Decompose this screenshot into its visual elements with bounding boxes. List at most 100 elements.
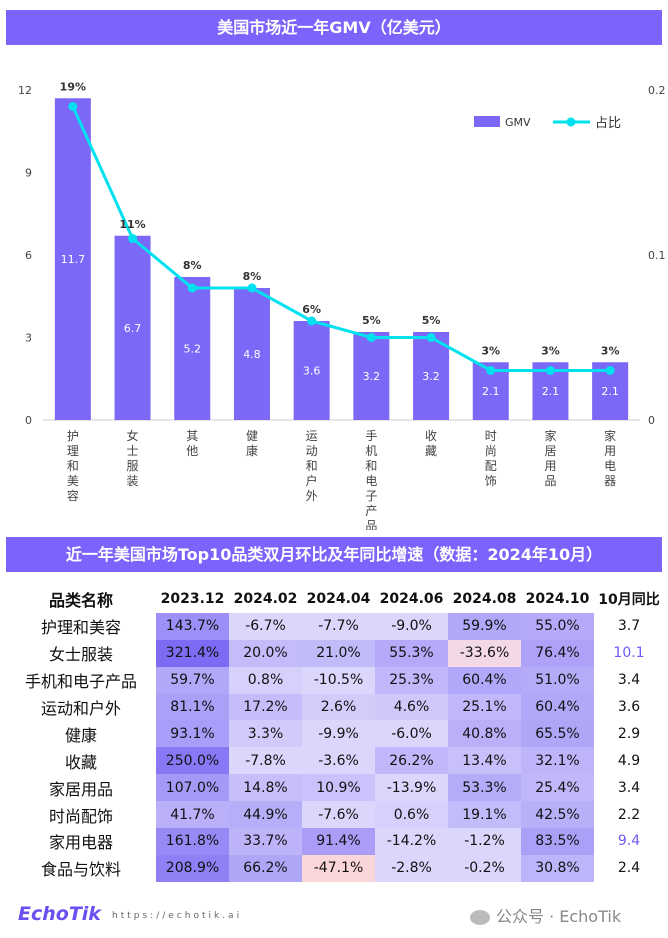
category-label-char: 品 (365, 519, 377, 530)
bar (54, 98, 91, 420)
growth-cell: 143.7% (156, 612, 229, 640)
table-row: 运动和户外 81.1% 17.2% 2.6% 4.6% 25.1% 60.4% 3.6 (6, 693, 664, 721)
category-label-char: 户 (306, 473, 318, 488)
yoy-cell: 9.4 (617, 833, 641, 850)
growth-cell: 10.9% (302, 774, 375, 802)
category-label-char: 手 (365, 429, 377, 443)
share-point (247, 283, 257, 293)
growth-cell: 30.8% (521, 854, 594, 882)
growth-cell: -3.6% (302, 747, 375, 775)
category-label-char: 和 (67, 459, 79, 473)
yoy-cell: 3.7 (617, 618, 641, 635)
echotik-logo: EchoTik (18, 903, 101, 925)
share-point (187, 283, 197, 293)
yoy-cell: 2.9 (617, 725, 641, 742)
table-row: 家居用品 107.0% 14.8% 10.9% -13.9% 53.3% 25.4% 3.4 (6, 774, 664, 802)
category-label-char: 子 (365, 489, 377, 503)
bar-value-label: 2.1 (482, 385, 500, 398)
share-label: 5% (422, 314, 441, 327)
category-name: 家居用品 (48, 779, 113, 799)
growth-cell: 250.0% (156, 747, 229, 775)
y-left-tick: 12 (18, 84, 32, 97)
category-name: 护理和美容 (40, 618, 121, 638)
category-label-char: 产 (365, 504, 377, 518)
growth-cell: 66.2% (229, 854, 302, 882)
bar-value-label: 3.2 (422, 370, 440, 383)
yoy-cell: 3.4 (617, 779, 641, 796)
bar-value-label: 4.8 (243, 348, 261, 361)
share-point (307, 316, 317, 326)
growth-cell: 25.4% (521, 774, 594, 802)
category-label-char: 美 (67, 474, 79, 488)
share-point (426, 333, 436, 342)
growth-cell: 65.5% (521, 720, 594, 748)
legend-gmv-swatch (474, 116, 500, 127)
share-label: 3% (541, 344, 560, 357)
growth-cell: 19.1% (448, 801, 521, 829)
growth-cell: 76.4% (521, 639, 594, 667)
bar (353, 332, 390, 420)
category-label-char: 服 (127, 459, 139, 473)
growth-cell: 40.8% (448, 720, 521, 748)
column-header: 2024.10 (525, 591, 590, 608)
bar-value-label: 6.7 (124, 322, 142, 335)
growth-cell: 81.1% (156, 693, 229, 721)
bar (233, 288, 270, 420)
growth-cell: 93.1% (156, 720, 229, 748)
y-left-tick: 9 (25, 167, 32, 180)
growth-cell: -0.2% (448, 854, 521, 882)
growth-cell: 42.5% (521, 801, 594, 829)
category-label-char: 和 (306, 459, 318, 473)
growth-cell: 208.9% (156, 854, 229, 882)
growth-cell: 55.3% (375, 639, 448, 667)
share-line (71, 105, 611, 372)
category-name: 健康 (64, 725, 97, 745)
category-label-char: 饰 (485, 474, 497, 488)
y-left-tick: 6 (25, 249, 32, 262)
category-label-char: 家 (604, 428, 616, 443)
bar-value-label: 11.7 (61, 253, 86, 266)
category-label-char: 运 (306, 429, 318, 443)
category-name: 女士服装 (48, 645, 113, 665)
column-header: 2023.12 (160, 591, 225, 608)
column-header: 2024.04 (306, 591, 371, 608)
growth-cell: 4.6% (375, 693, 448, 721)
category-name: 时尚配饰 (48, 806, 113, 826)
y-right-tick: 0.1 (648, 249, 666, 262)
category-label-char: 器 (604, 474, 616, 488)
growth-cell: 17.2% (229, 693, 302, 721)
share-point (605, 366, 615, 375)
growth-cell: 25.3% (375, 666, 448, 694)
growth-cell: -10.5% (302, 666, 375, 694)
category-label-char: 藏 (425, 444, 437, 458)
category-label-char: 健 (246, 429, 258, 443)
growth-cell: 107.0% (156, 774, 229, 802)
category-label-char: 和 (365, 459, 377, 473)
category-name: 运动和户外 (40, 699, 121, 718)
category-label-char: 其 (186, 429, 198, 443)
category-label-char: 电 (365, 474, 377, 488)
share-point (545, 366, 555, 375)
yoy-cell: 3.4 (617, 672, 641, 689)
growth-cell: 25.1% (448, 693, 521, 721)
growth-cell: 13.4% (448, 747, 521, 775)
growth-cell: 0.8% (229, 666, 302, 694)
growth-cell: 55.0% (521, 612, 594, 640)
growth-cell: 14.8% (229, 774, 302, 802)
growth-cell: -33.6% (448, 639, 521, 667)
footer-url: https://echotik.ai (112, 911, 243, 921)
column-header: 2024.02 (233, 591, 298, 608)
category-name: 食品与饮料 (40, 860, 121, 880)
bar (293, 321, 330, 420)
table-row: 时尚配饰 41.7% 44.9% -7.6% 0.6% 19.1% 42.5% 2.2 (6, 801, 664, 829)
table-row: 健康 93.1% 3.3% -9.9% -6.0% 40.8% 65.5% 2.9 (6, 720, 664, 748)
y-right-tick: 0 (648, 414, 655, 427)
wechat-icon (470, 910, 490, 925)
category-label-char: 外 (306, 489, 318, 503)
growth-cell: 44.9% (229, 801, 302, 829)
category-label-char: 士 (127, 444, 139, 458)
category-label-char: 容 (67, 488, 79, 503)
category-name: 收藏 (64, 752, 97, 772)
share-point (366, 333, 376, 342)
column-header: 10月同比 (598, 592, 660, 609)
